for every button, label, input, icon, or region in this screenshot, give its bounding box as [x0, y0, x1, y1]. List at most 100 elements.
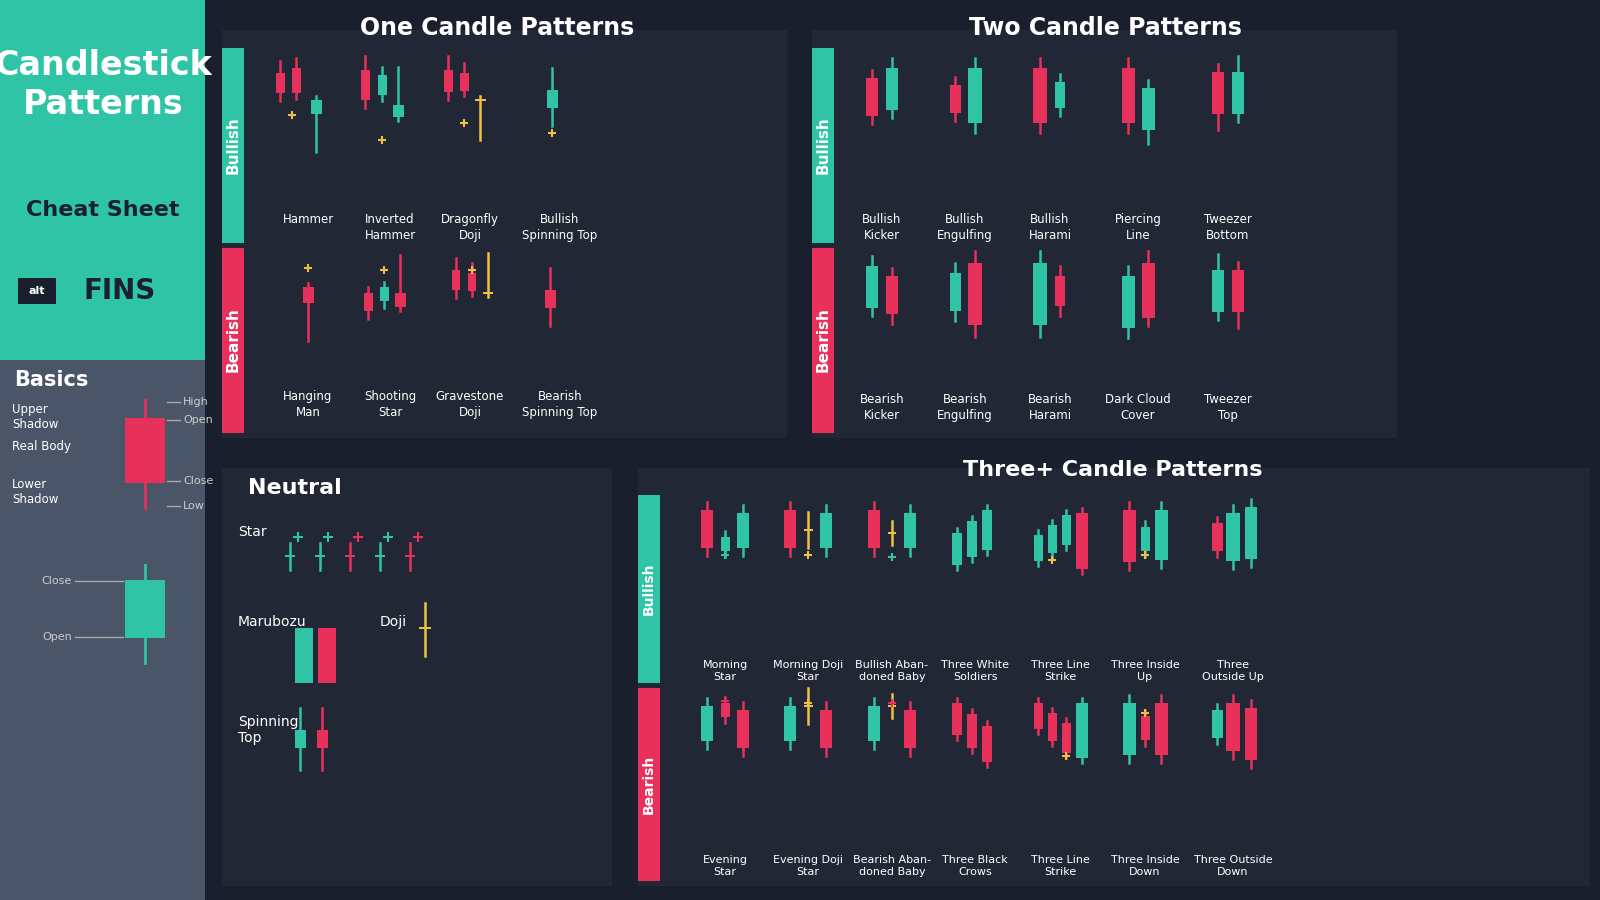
Bar: [738, 513, 749, 548]
Point: [880, 696, 906, 710]
Bar: [1061, 723, 1070, 753]
Text: Piercing
Line: Piercing Line: [1115, 213, 1162, 242]
Bar: [795, 0, 1405, 450]
Bar: [738, 710, 749, 748]
Text: Close: Close: [182, 476, 213, 486]
Bar: [966, 714, 978, 748]
Text: One Candle Patterns: One Candle Patterns: [360, 16, 634, 40]
Text: Three Inside
Up: Three Inside Up: [1110, 660, 1179, 682]
Bar: [315, 555, 325, 557]
Bar: [813, 48, 834, 243]
Bar: [222, 30, 787, 438]
Text: Bearish
Kicker: Bearish Kicker: [859, 393, 904, 422]
Bar: [1245, 708, 1258, 760]
Bar: [467, 273, 477, 291]
Point: [1133, 706, 1158, 720]
Bar: [1075, 703, 1088, 758]
Text: Open: Open: [182, 415, 213, 425]
Bar: [1034, 703, 1043, 729]
Bar: [302, 287, 314, 303]
Text: Bullish: Bullish: [816, 116, 830, 174]
Text: Bullish
Harami: Bullish Harami: [1029, 213, 1072, 242]
Bar: [888, 532, 896, 534]
Bar: [1034, 68, 1046, 123]
Bar: [1211, 710, 1222, 738]
Bar: [701, 706, 714, 741]
Bar: [1048, 525, 1056, 553]
Point: [1040, 553, 1066, 567]
Bar: [1232, 72, 1245, 114]
Text: Morning Doji
Star: Morning Doji Star: [773, 660, 843, 682]
Bar: [125, 580, 165, 638]
Bar: [1590, 0, 1600, 900]
Text: Doji: Doji: [381, 615, 406, 629]
Bar: [1123, 703, 1136, 755]
Bar: [275, 73, 285, 93]
Text: Evening
Star: Evening Star: [702, 855, 747, 878]
Bar: [378, 75, 387, 95]
Point: [795, 548, 821, 562]
Bar: [867, 510, 880, 548]
Point: [285, 530, 310, 544]
Bar: [443, 70, 453, 92]
Bar: [1034, 535, 1043, 561]
Text: Bearish: Bearish: [816, 308, 830, 373]
Bar: [379, 287, 389, 301]
Bar: [285, 555, 294, 557]
Point: [712, 694, 738, 708]
Bar: [638, 688, 661, 881]
Bar: [1232, 270, 1245, 312]
Bar: [866, 266, 878, 308]
Text: Star: Star: [238, 525, 267, 539]
Bar: [803, 705, 813, 707]
Bar: [1048, 713, 1056, 741]
Text: Bearish
Engulfing: Bearish Engulfing: [938, 393, 994, 422]
Text: Bullish: Bullish: [226, 116, 240, 174]
Bar: [1141, 527, 1149, 551]
Text: Close: Close: [42, 576, 72, 586]
Bar: [453, 270, 461, 290]
Text: Dark Cloud
Cover: Dark Cloud Cover: [1106, 393, 1171, 422]
Bar: [205, 450, 621, 900]
Bar: [949, 85, 960, 113]
Text: Basics: Basics: [14, 370, 88, 390]
Bar: [0, 0, 205, 360]
Bar: [475, 99, 485, 101]
Bar: [1123, 510, 1136, 562]
Bar: [222, 468, 611, 886]
Point: [374, 530, 400, 544]
Text: High: High: [182, 397, 208, 407]
Point: [880, 550, 906, 564]
Bar: [318, 628, 336, 683]
Text: Three Line
Strike: Three Line Strike: [1030, 660, 1090, 682]
Text: Bearish: Bearish: [226, 308, 240, 373]
Bar: [405, 555, 414, 557]
Text: Upper
Shadow: Upper Shadow: [13, 403, 58, 431]
Text: Bearish: Bearish: [642, 754, 656, 814]
Bar: [621, 450, 1600, 900]
Text: Low: Low: [182, 501, 205, 511]
Bar: [294, 730, 306, 748]
Bar: [720, 537, 730, 551]
Text: Cheat Sheet: Cheat Sheet: [26, 200, 179, 220]
Point: [315, 530, 341, 544]
Bar: [1213, 72, 1224, 114]
Point: [459, 263, 485, 277]
Bar: [1054, 276, 1066, 306]
Text: Three+ Candle Patterns: Three+ Candle Patterns: [963, 460, 1262, 480]
Bar: [222, 248, 243, 433]
Bar: [968, 263, 982, 325]
Text: Bullish
Engulfing: Bullish Engulfing: [938, 213, 994, 242]
Bar: [866, 78, 878, 116]
Point: [795, 696, 821, 710]
Text: Lower
Shadow: Lower Shadow: [13, 478, 58, 506]
Text: Open: Open: [42, 632, 72, 642]
Point: [278, 108, 304, 122]
Point: [346, 530, 371, 544]
Bar: [1141, 263, 1155, 318]
Bar: [419, 627, 430, 629]
Bar: [374, 555, 386, 557]
Bar: [205, 0, 795, 450]
Bar: [18, 278, 56, 304]
Text: alt: alt: [29, 286, 45, 296]
